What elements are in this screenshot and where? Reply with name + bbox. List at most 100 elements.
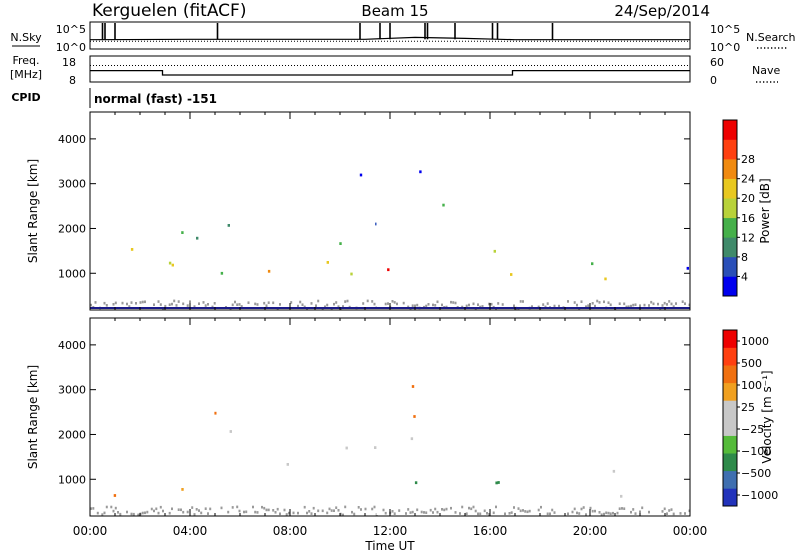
velocity-ground-cell [227,510,230,514]
velocity-ground-cell [283,508,286,512]
power-ground-cell [139,301,142,304]
power-ground-cell [141,300,144,304]
power-ground-cell [434,304,437,307]
velocity-ground-cell [495,505,497,509]
velocity-ground-cell [517,507,520,510]
power-ground-cell [301,303,304,306]
time-tick-label: 00:00 [673,524,708,538]
velocity-echo-cell [286,463,289,466]
power-ground-cell [627,305,630,308]
power-ground-cell [297,304,299,308]
velocity-ground-cell [306,511,308,515]
velocity-ground-cell [310,512,313,515]
velocity-ground-cell [603,512,605,516]
station-title: Kerguelen (fitACF) [92,1,246,21]
power-ground-cell [663,301,666,305]
velocity-ground-cell [261,505,263,509]
power-ground-cell [501,303,504,306]
cpid-text: normal (fast) -151 [94,92,217,106]
power-ground-cell [598,301,601,304]
velocity-ground-cell [540,505,542,509]
velocity-ground-cell [551,508,554,512]
power-ground-cell [625,305,628,309]
power-ytick-label: 2000 [58,222,86,235]
velocity-echo-cell [612,469,616,473]
power-colorbar-tick-label: 4 [741,270,748,283]
power-ground-cell [279,303,281,306]
velocity-ground-cell [474,509,477,513]
power-ground-cell [591,302,594,305]
power-echo-cell [686,266,689,270]
velocity-echo-cell [495,481,498,485]
power-ground-cell [247,301,250,304]
power-echo-region [359,170,445,207]
velocity-ytick-label: 4000 [58,339,86,352]
velocity-ground-cell [168,511,171,515]
velocity-ground-cell [450,506,452,510]
power-echo-cell [419,170,422,174]
velocity-ground-cell [254,510,257,514]
velocity-ground-cell [245,510,248,514]
velocity-ground-cell [155,507,158,511]
power-ground-cell [672,305,675,308]
power-ground-cell [126,302,128,306]
power-echo-cell [510,273,513,276]
velocity-ground-cell [609,512,612,515]
velocity-ground-cell [180,508,182,512]
velocity-ground-cell [600,513,603,516]
velocity-ground-cell [132,512,135,516]
power-ground-cell [231,303,234,307]
velocity-ground-cell [461,505,464,509]
velocity-ground-cell [598,511,601,514]
velocity-ground-cell [198,509,200,512]
power-colorbar-tick-label: 24 [741,173,755,186]
date-title: 24/Sep/2014 [614,2,710,20]
velocity-ground-cell [432,511,434,514]
velocity-ground-cell [90,507,92,510]
power-echo-cell [375,222,378,226]
time-axis: 00:00 04:00 08:00 12:00 16:00 20:00 00:00 [73,112,708,538]
velocity-scatter [90,319,691,517]
power-ground-cell [648,304,650,307]
time-tick-label: 16:00 [473,524,508,538]
velocity-colorbar-swatch [723,418,737,436]
velocity-ground-cell [594,509,596,513]
power-colorbar-frame [722,119,738,297]
velocity-ground-cell [267,508,270,512]
velocity-ground-cell [423,511,425,514]
velocity-ground-cell [443,508,446,512]
power-colorbar-swatch [723,120,737,140]
power-y-axis: 1000 2000 3000 4000 [58,133,690,280]
velocity-ground-cell [425,511,428,514]
power-ground-cell [558,304,560,308]
power-echo-cell [220,271,224,275]
power-colorbar-swatch [723,256,737,277]
velocity-ground-cell [684,512,686,515]
power-ground-cell [171,302,173,306]
cpid-label: CPID [11,91,40,104]
velocity-ground-cell [337,509,340,512]
power-ground-cell [441,303,443,307]
power-ground-cell [488,302,491,306]
velocity-ground-cell [265,508,268,512]
velocity-ground-cell [589,506,592,510]
power-ground-cell [182,302,185,306]
velocity-data-gap [216,319,219,515]
velocity-ground-cell [679,512,682,515]
velocity-ground-cell [153,509,155,513]
velocity-ground-cell [670,508,673,511]
velocity-ground-cell [623,507,626,510]
power-ground-cell [650,300,653,304]
power-panel-frame [89,111,691,311]
power-echo-region [220,261,353,276]
power-ground-cell [576,303,578,307]
velocity-ground-cell [524,510,527,513]
velocity-echo-cell [345,446,348,450]
nsky-tick-low: 10^0 [56,41,86,54]
power-ground-cell [416,303,419,307]
velocity-ground-cell [204,507,207,510]
power-ground-cell [402,301,405,305]
power-ground-cell [465,304,468,308]
freq-label-top: Freq. [12,54,39,67]
power-ground-cell [553,304,556,308]
